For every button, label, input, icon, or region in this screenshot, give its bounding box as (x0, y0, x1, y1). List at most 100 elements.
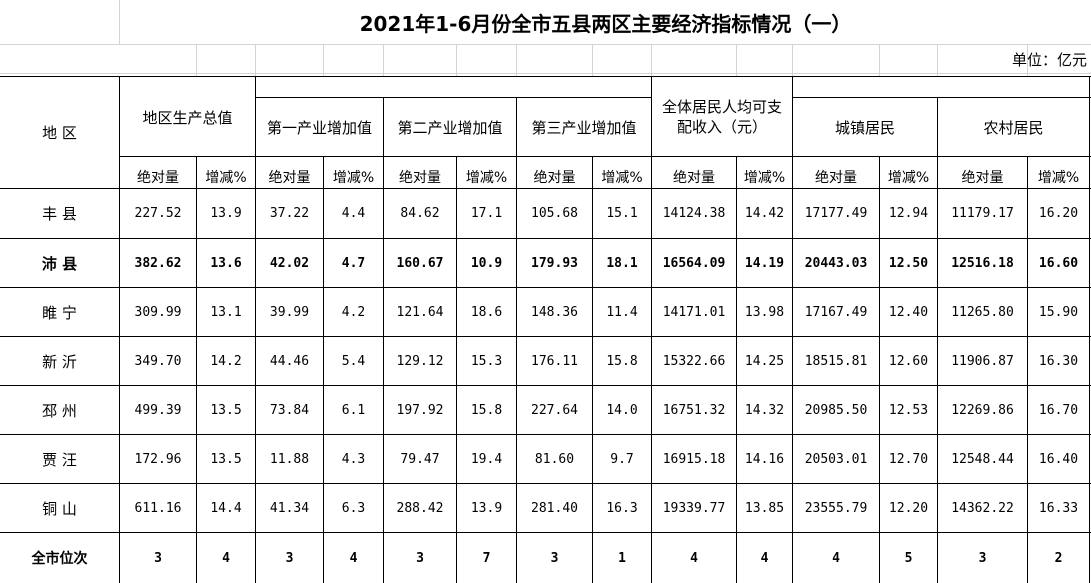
table-cell: 17167.49 (804, 304, 868, 320)
table-cell: 10.9 (470, 255, 503, 271)
table-cell: 42.02 (269, 255, 310, 271)
table-cell: 16.33 (1038, 500, 1079, 516)
table-cell: 14362.22 (951, 500, 1014, 516)
rank-row-label: 全市位次 (31, 551, 88, 567)
table-cell: 13.98 (744, 304, 785, 320)
subheader-cell: 增减% (465, 170, 508, 186)
table-cell: 23555.79 (804, 500, 868, 516)
table-cell: 16751.32 (662, 402, 726, 418)
header-income: 全体居民人均可支 配收入（元） (652, 77, 792, 156)
table-cell: 172.96 (134, 451, 182, 467)
table-cell: 18.1 (606, 255, 638, 271)
table-cell: 105.68 (531, 206, 578, 221)
rank-cell: 4 (760, 550, 769, 566)
rank-cell: 1 (618, 550, 626, 566)
rank-cell: 3 (416, 550, 424, 566)
table-cell: 13.9 (470, 500, 503, 516)
table-cell: 12269.86 (951, 402, 1014, 418)
subheader-cell: 绝对量 (268, 170, 311, 186)
rank-cell: 3 (285, 550, 294, 566)
table-cell: 11906.87 (951, 353, 1014, 369)
table-cell: 14.25 (744, 353, 785, 369)
table-cell: 160.67 (396, 255, 444, 271)
rank-cell: 4 (349, 550, 358, 566)
table-cell: 17177.49 (804, 206, 868, 221)
table-cell: 288.42 (396, 500, 444, 516)
table-cell: 14171.01 (662, 304, 726, 320)
table-cell: 309.99 (134, 304, 182, 320)
subheader-cell: 绝对量 (815, 170, 857, 186)
table-cell: 6.1 (341, 402, 366, 418)
header-income-line1: 全体居民人均可支 (661, 98, 782, 116)
table-cell: 4.2 (341, 304, 366, 320)
table-cell: 16.60 (1038, 255, 1079, 271)
table-cell: 611.16 (134, 500, 182, 516)
table-cell: 15.90 (1038, 304, 1079, 320)
header-rural: 农村居民 (983, 118, 1044, 137)
subheader-cell: 增减% (887, 170, 930, 186)
table-cell: 14.4 (210, 500, 242, 516)
table-cell: 15.8 (606, 353, 638, 369)
table-cell: 11.88 (269, 451, 310, 467)
subheader-cell: 增减% (205, 170, 247, 186)
table-cell: 13.5 (210, 402, 242, 418)
table-cell: 17.1 (470, 206, 503, 221)
table-cell: 16564.09 (662, 255, 726, 271)
table-cell: 14.19 (744, 255, 785, 271)
subheader-cell: 绝对量 (533, 170, 576, 186)
table-cell: 382.62 (134, 255, 182, 271)
table-cell: 14.42 (744, 206, 785, 221)
table-cell: 15.3 (470, 353, 503, 369)
table-cell: 15322.66 (662, 353, 726, 369)
table-cell: 227.52 (134, 206, 182, 221)
table-cell: 12516.18 (951, 255, 1014, 271)
table-cell: 16.40 (1038, 451, 1079, 467)
table-cell: 12.40 (888, 304, 929, 320)
table-cell: 121.64 (396, 304, 444, 320)
subheader-cell: 绝对量 (137, 170, 179, 186)
table-cell: 19.4 (470, 451, 503, 467)
table-cell: 84.62 (400, 206, 440, 221)
header-gdp: 地区生产总值 (142, 109, 233, 127)
table-cell: 6.3 (341, 500, 366, 516)
row-region-label: 睢 宁 (42, 303, 77, 322)
table-cell: 39.99 (269, 304, 310, 320)
table-cell: 37.22 (269, 206, 310, 221)
header-secondary: 第二产业增加值 (397, 118, 503, 137)
rank-cell: 3 (978, 550, 987, 566)
table-cell: 11265.80 (951, 304, 1014, 320)
header-urban: 城镇居民 (834, 118, 895, 137)
table-cell: 148.36 (531, 304, 578, 320)
rank-cell: 4 (832, 550, 840, 566)
header-tertiary: 第三产业增加值 (531, 118, 637, 137)
header-primary: 第一产业增加值 (266, 118, 372, 137)
table-cell: 4.4 (341, 206, 366, 221)
subheader-cell: 绝对量 (961, 170, 1004, 186)
table-cell: 227.64 (531, 402, 578, 418)
page-title: 2021年1-6月份全市五县两区主要经济指标情况（一） (359, 11, 852, 36)
rank-cell: 4 (690, 550, 698, 566)
table-cell: 12.60 (888, 353, 929, 369)
table-cell: 14.16 (744, 451, 785, 467)
table-cell: 73.84 (269, 402, 310, 418)
table-cell: 18515.81 (804, 353, 868, 369)
rank-cell: 3 (550, 550, 559, 566)
table-cell: 13.85 (744, 500, 785, 516)
table-cell: 18.6 (470, 304, 503, 320)
subheader-cell: 绝对量 (399, 170, 441, 186)
table-cell: 15.1 (606, 206, 638, 221)
table-cell: 12.20 (888, 500, 929, 516)
table-cell: 16.30 (1038, 353, 1079, 369)
table-cell: 44.46 (269, 353, 310, 369)
row-region-label: 邳 州 (42, 401, 77, 420)
table-cell: 15.8 (470, 402, 503, 418)
table-cell: 79.47 (400, 451, 440, 467)
table-cell: 12.50 (888, 255, 929, 271)
table-cell: 499.39 (134, 402, 182, 418)
rank-cell: 2 (1054, 550, 1063, 566)
table-cell: 14.0 (606, 402, 638, 418)
row-region-label: 沛 县 (41, 254, 78, 273)
table-cell: 197.92 (396, 402, 444, 418)
